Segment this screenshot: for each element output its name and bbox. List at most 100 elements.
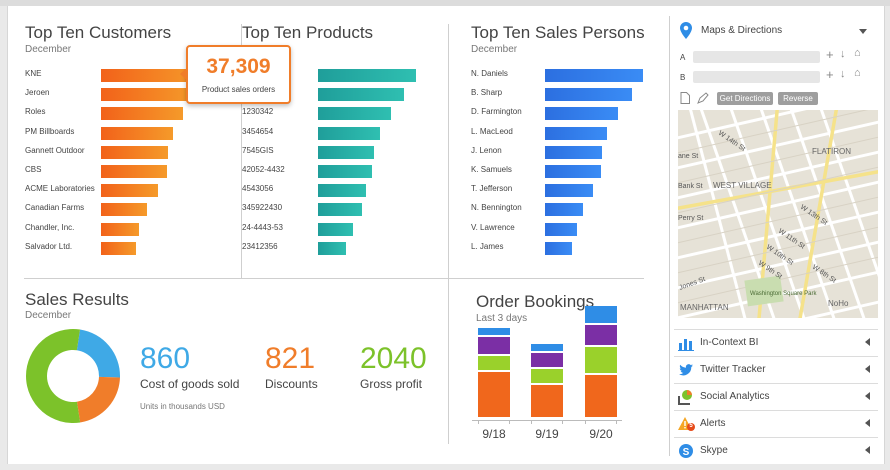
- bar[interactable]: [101, 145, 168, 159]
- stack-segment[interactable]: [531, 353, 563, 367]
- bar-row[interactable]: 42052-4432: [242, 164, 416, 178]
- stack-segment[interactable]: [478, 372, 510, 417]
- bar[interactable]: [545, 241, 572, 255]
- bar-row[interactable]: 4543056: [242, 183, 416, 198]
- sidebar-item[interactable]: In-Context BI: [674, 329, 878, 356]
- bar[interactable]: [318, 184, 366, 198]
- stack-segment[interactable]: [478, 328, 510, 335]
- bar-row[interactable]: T. Jefferson: [471, 183, 643, 198]
- bar[interactable]: [101, 165, 167, 178]
- stack-segment[interactable]: [585, 306, 617, 323]
- donut-segment[interactable]: [76, 329, 121, 378]
- bar-row[interactable]: B. Sharp: [471, 87, 643, 102]
- bar-row[interactable]: 23412356: [242, 241, 416, 255]
- chevron-left-icon[interactable]: [865, 419, 870, 427]
- arrow-down-icon[interactable]: ↓: [840, 48, 846, 60]
- bar[interactable]: [318, 241, 346, 255]
- stack-segment[interactable]: [531, 344, 563, 351]
- bar-row[interactable]: N. Daniels: [471, 68, 643, 82]
- bar[interactable]: [101, 222, 139, 236]
- sidebar-item[interactable]: Twitter Tracker: [674, 356, 878, 383]
- bar[interactable]: [101, 184, 158, 198]
- chevron-left-icon[interactable]: [865, 338, 870, 346]
- bar[interactable]: [101, 69, 199, 82]
- bar[interactable]: [545, 107, 618, 121]
- chevron-left-icon[interactable]: [865, 392, 870, 400]
- bar-row[interactable]: Canadian Farms: [25, 202, 199, 217]
- donut-segment[interactable]: [25, 329, 81, 423]
- bar[interactable]: [318, 88, 404, 102]
- bar[interactable]: [545, 69, 643, 82]
- bar[interactable]: [318, 145, 374, 159]
- bar[interactable]: [318, 222, 353, 236]
- bar[interactable]: [545, 203, 583, 217]
- bar-row[interactable]: PM Billboards: [25, 126, 199, 140]
- bar-row[interactable]: 345922430: [242, 202, 416, 217]
- bar[interactable]: [545, 88, 632, 102]
- bar-row[interactable]: D. Farmington: [471, 106, 643, 121]
- bar[interactable]: [545, 184, 593, 198]
- sidebar-item[interactable]: S Skype: [674, 437, 878, 464]
- bar-row[interactable]: V. Lawrence: [471, 222, 643, 236]
- add-icon[interactable]: +: [826, 47, 834, 62]
- reverse-button[interactable]: Reverse: [778, 92, 818, 105]
- maps-header[interactable]: Maps & Directions: [678, 20, 878, 42]
- bar[interactable]: [318, 107, 391, 121]
- chevron-left-icon[interactable]: [865, 446, 870, 454]
- stack-segment[interactable]: [531, 385, 563, 417]
- bar-row[interactable]: [242, 87, 416, 102]
- bar[interactable]: [101, 126, 173, 140]
- stack-segment[interactable]: [478, 337, 510, 354]
- bar[interactable]: [545, 165, 601, 178]
- bar-row[interactable]: J. Lenon: [471, 145, 643, 159]
- bar-row[interactable]: Jeroen: [25, 87, 199, 102]
- bar[interactable]: [545, 222, 577, 236]
- bar-row[interactable]: ACME Laboratories: [25, 183, 199, 198]
- bar-row[interactable]: KNE: [25, 68, 199, 82]
- bar-row[interactable]: L. MacLeod: [471, 126, 643, 140]
- bar[interactable]: [318, 69, 416, 82]
- bar[interactable]: [318, 126, 380, 140]
- arrow-down-icon[interactable]: ↓: [840, 68, 846, 80]
- home-icon[interactable]: ⌂: [854, 67, 861, 79]
- bar[interactable]: [318, 203, 362, 217]
- bar[interactable]: [545, 145, 602, 159]
- bar[interactable]: [101, 241, 136, 255]
- bar[interactable]: [101, 203, 147, 217]
- stack-segment[interactable]: [478, 356, 510, 370]
- bar-row[interactable]: L. James: [471, 241, 643, 255]
- stack-segment[interactable]: [585, 325, 617, 345]
- bar-row[interactable]: 1230342: [242, 106, 416, 121]
- bar-row[interactable]: Salvador Ltd.: [25, 241, 199, 255]
- add-icon[interactable]: +: [826, 67, 834, 82]
- stack-segment[interactable]: [585, 347, 617, 373]
- bar-row[interactable]: 7545GIS: [242, 145, 416, 159]
- edit-icon[interactable]: [697, 92, 709, 104]
- bar-row[interactable]: K. Samuels: [471, 164, 643, 178]
- bar[interactable]: [101, 107, 183, 121]
- bar[interactable]: [318, 165, 372, 178]
- donut-segment[interactable]: [76, 376, 120, 423]
- bar-row[interactable]: [242, 68, 416, 82]
- stack-segment[interactable]: [531, 369, 563, 383]
- bar-row[interactable]: Roles: [25, 106, 199, 121]
- point-a-input[interactable]: [693, 51, 820, 63]
- bar-row[interactable]: Chandler, Inc.: [25, 222, 199, 236]
- point-b-input[interactable]: [693, 71, 820, 83]
- bar[interactable]: [545, 126, 607, 140]
- stack-segment[interactable]: [585, 375, 617, 417]
- chevron-left-icon[interactable]: [865, 365, 870, 373]
- sidebar-item[interactable]: 5 Alerts: [674, 410, 878, 437]
- bar-row[interactable]: CBS: [25, 164, 199, 178]
- bar-row[interactable]: Gannett Outdoor: [25, 145, 199, 159]
- sidebar-item[interactable]: Social Analytics: [674, 383, 878, 410]
- document-icon[interactable]: [680, 92, 690, 104]
- home-icon[interactable]: ⌂: [854, 47, 861, 59]
- bar-row[interactable]: 3454654: [242, 126, 416, 140]
- street-map[interactable]: W 14th St FLATIRON ane St Bank St WEST V…: [678, 110, 878, 318]
- bar-row[interactable]: N. Bennington: [471, 202, 643, 217]
- chevron-down-icon[interactable]: [859, 29, 867, 34]
- get-directions-button[interactable]: Get Directions: [717, 92, 773, 105]
- bar-row[interactable]: 24-4443-53: [242, 222, 416, 236]
- bar[interactable]: [101, 88, 192, 102]
